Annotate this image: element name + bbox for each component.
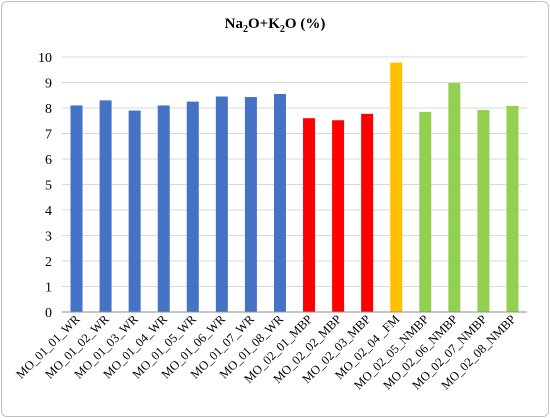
x-axis-category-labels: MO_01_01_WRMO_01_02_WRMO_01_03_WRMO_01_0… xyxy=(13,312,518,393)
bar-mo-02-04-fm xyxy=(390,62,403,312)
y-tick-label: 8 xyxy=(45,102,52,117)
chart-title: Na2O+K2O (%) xyxy=(224,16,326,35)
bar-mo-02-05-nmbp xyxy=(419,111,432,312)
bar-mo-01-08-wr xyxy=(273,93,286,312)
bar-mo-02-02-mbp xyxy=(332,120,345,313)
bar-mo-01-06-wr xyxy=(215,96,228,313)
bar-mo-01-07-wr xyxy=(244,97,257,312)
y-tick-label: 3 xyxy=(45,230,52,245)
bar-mo-01-03-wr xyxy=(128,110,141,312)
bar-mo-02-06-nmbp xyxy=(448,83,461,312)
y-tick-label: 1 xyxy=(45,281,52,296)
y-axis-tick-labels: 0 1 2 3 4 5 6 7 8 9 10 xyxy=(38,51,52,321)
y-tick-label: 5 xyxy=(45,179,52,194)
bar-mo-02-01-mbp xyxy=(303,118,316,312)
bar-mo-01-05-wr xyxy=(186,101,199,312)
bar-mo-02-08-nmbp xyxy=(506,105,519,313)
bar-mo-02-03-mbp xyxy=(361,113,374,313)
bars xyxy=(70,62,519,313)
y-tick-label: 6 xyxy=(45,153,52,168)
bar-mo-01-02-wr xyxy=(99,100,112,312)
bar-mo-01-04-wr xyxy=(157,105,170,312)
bar-mo-02-07-nmbp xyxy=(477,110,490,312)
y-tick-label: 2 xyxy=(45,255,52,270)
bar-mo-01-01-wr xyxy=(70,105,83,312)
y-tick-label: 0 xyxy=(45,306,52,321)
y-tick-label: 7 xyxy=(45,128,52,143)
y-tick-label: 9 xyxy=(45,77,52,92)
y-tick-label: 10 xyxy=(38,51,52,66)
y-tick-label: 4 xyxy=(45,204,52,219)
